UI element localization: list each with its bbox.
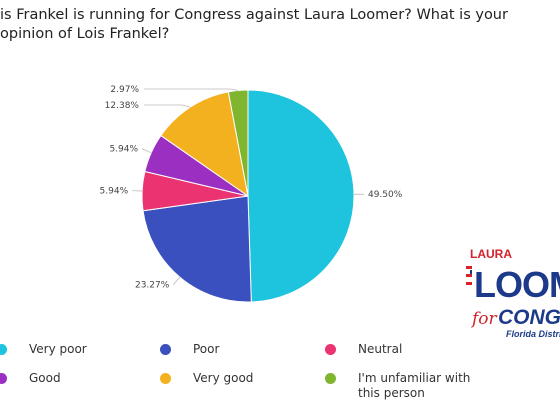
campaign-logo-graphic: LAURA LOOMER for CONGRESS Florida Distri… [466,247,560,339]
logo-line4: Florida District 21 [506,329,560,339]
legend-label-unfamiliar: I'm unfamiliar with this person [358,371,471,400]
leader-line-1 [172,276,181,286]
slice-label-2: 5.94% [100,187,129,197]
legend-marker-very-good [160,373,171,384]
legend-label-poor: Poor [193,342,220,356]
leader-line-5 [144,88,239,91]
leader-line-3 [141,148,152,154]
legend-label-good: Good [29,371,61,385]
legend-label-very-good: Very good [193,371,254,385]
pie-slice-very-good[interactable] [160,91,249,198]
legend-marker-neutral [325,344,336,355]
slice-label-1: 23.27% [135,281,170,291]
legend-label-neutral: Neutral [358,342,403,356]
leader-line-4 [144,104,191,108]
legend-marker-very-poor [0,344,7,355]
legend-item-unfamiliar[interactable]: I'm unfamiliar with this person [325,371,480,401]
slice-labels: 49.50% 23.27% 5.94% 5.94% 12.38% 2.97% [100,85,403,291]
pie-slice-poor[interactable] [142,195,252,303]
slice-label-3: 5.94% [109,145,138,155]
slice-label-5: 2.97% [110,85,139,95]
legend-item-very-good[interactable]: Very good [160,371,325,401]
legend-item-neutral[interactable]: Neutral [325,342,480,357]
pie-slice-very-poor[interactable] [247,89,355,303]
legend-item-very-poor[interactable]: Very poor [0,342,160,357]
legend-marker-poor [160,344,171,355]
pie-slice-i-m-unfamiliar-with-this-person[interactable] [227,89,249,197]
chart-title: is Frankel is running for Congress again… [0,7,508,42]
leader-lines [132,88,364,286]
slice-label-4: 12.38% [105,101,140,111]
legend-marker-good [0,373,7,384]
logo-line3-script: for [470,309,498,329]
pie-slices [141,89,355,303]
legend-label-very-poor: Very poor [29,342,87,356]
slice-label-0: 49.50% [368,190,403,200]
legend: Very poor Poor Neutral Good Very good I'… [0,342,480,401]
legend-item-poor[interactable]: Poor [160,342,325,357]
campaign-logo: LAURA LOOMER for CONGRESS Florida Distri… [466,244,560,344]
logo-line1: LAURA [470,247,512,261]
legend-item-good[interactable]: Good [0,371,160,401]
legend-marker-unfamiliar [325,373,336,384]
logo-line2: LOOMER [474,264,560,305]
logo-line3: CONGRESS [498,306,560,329]
